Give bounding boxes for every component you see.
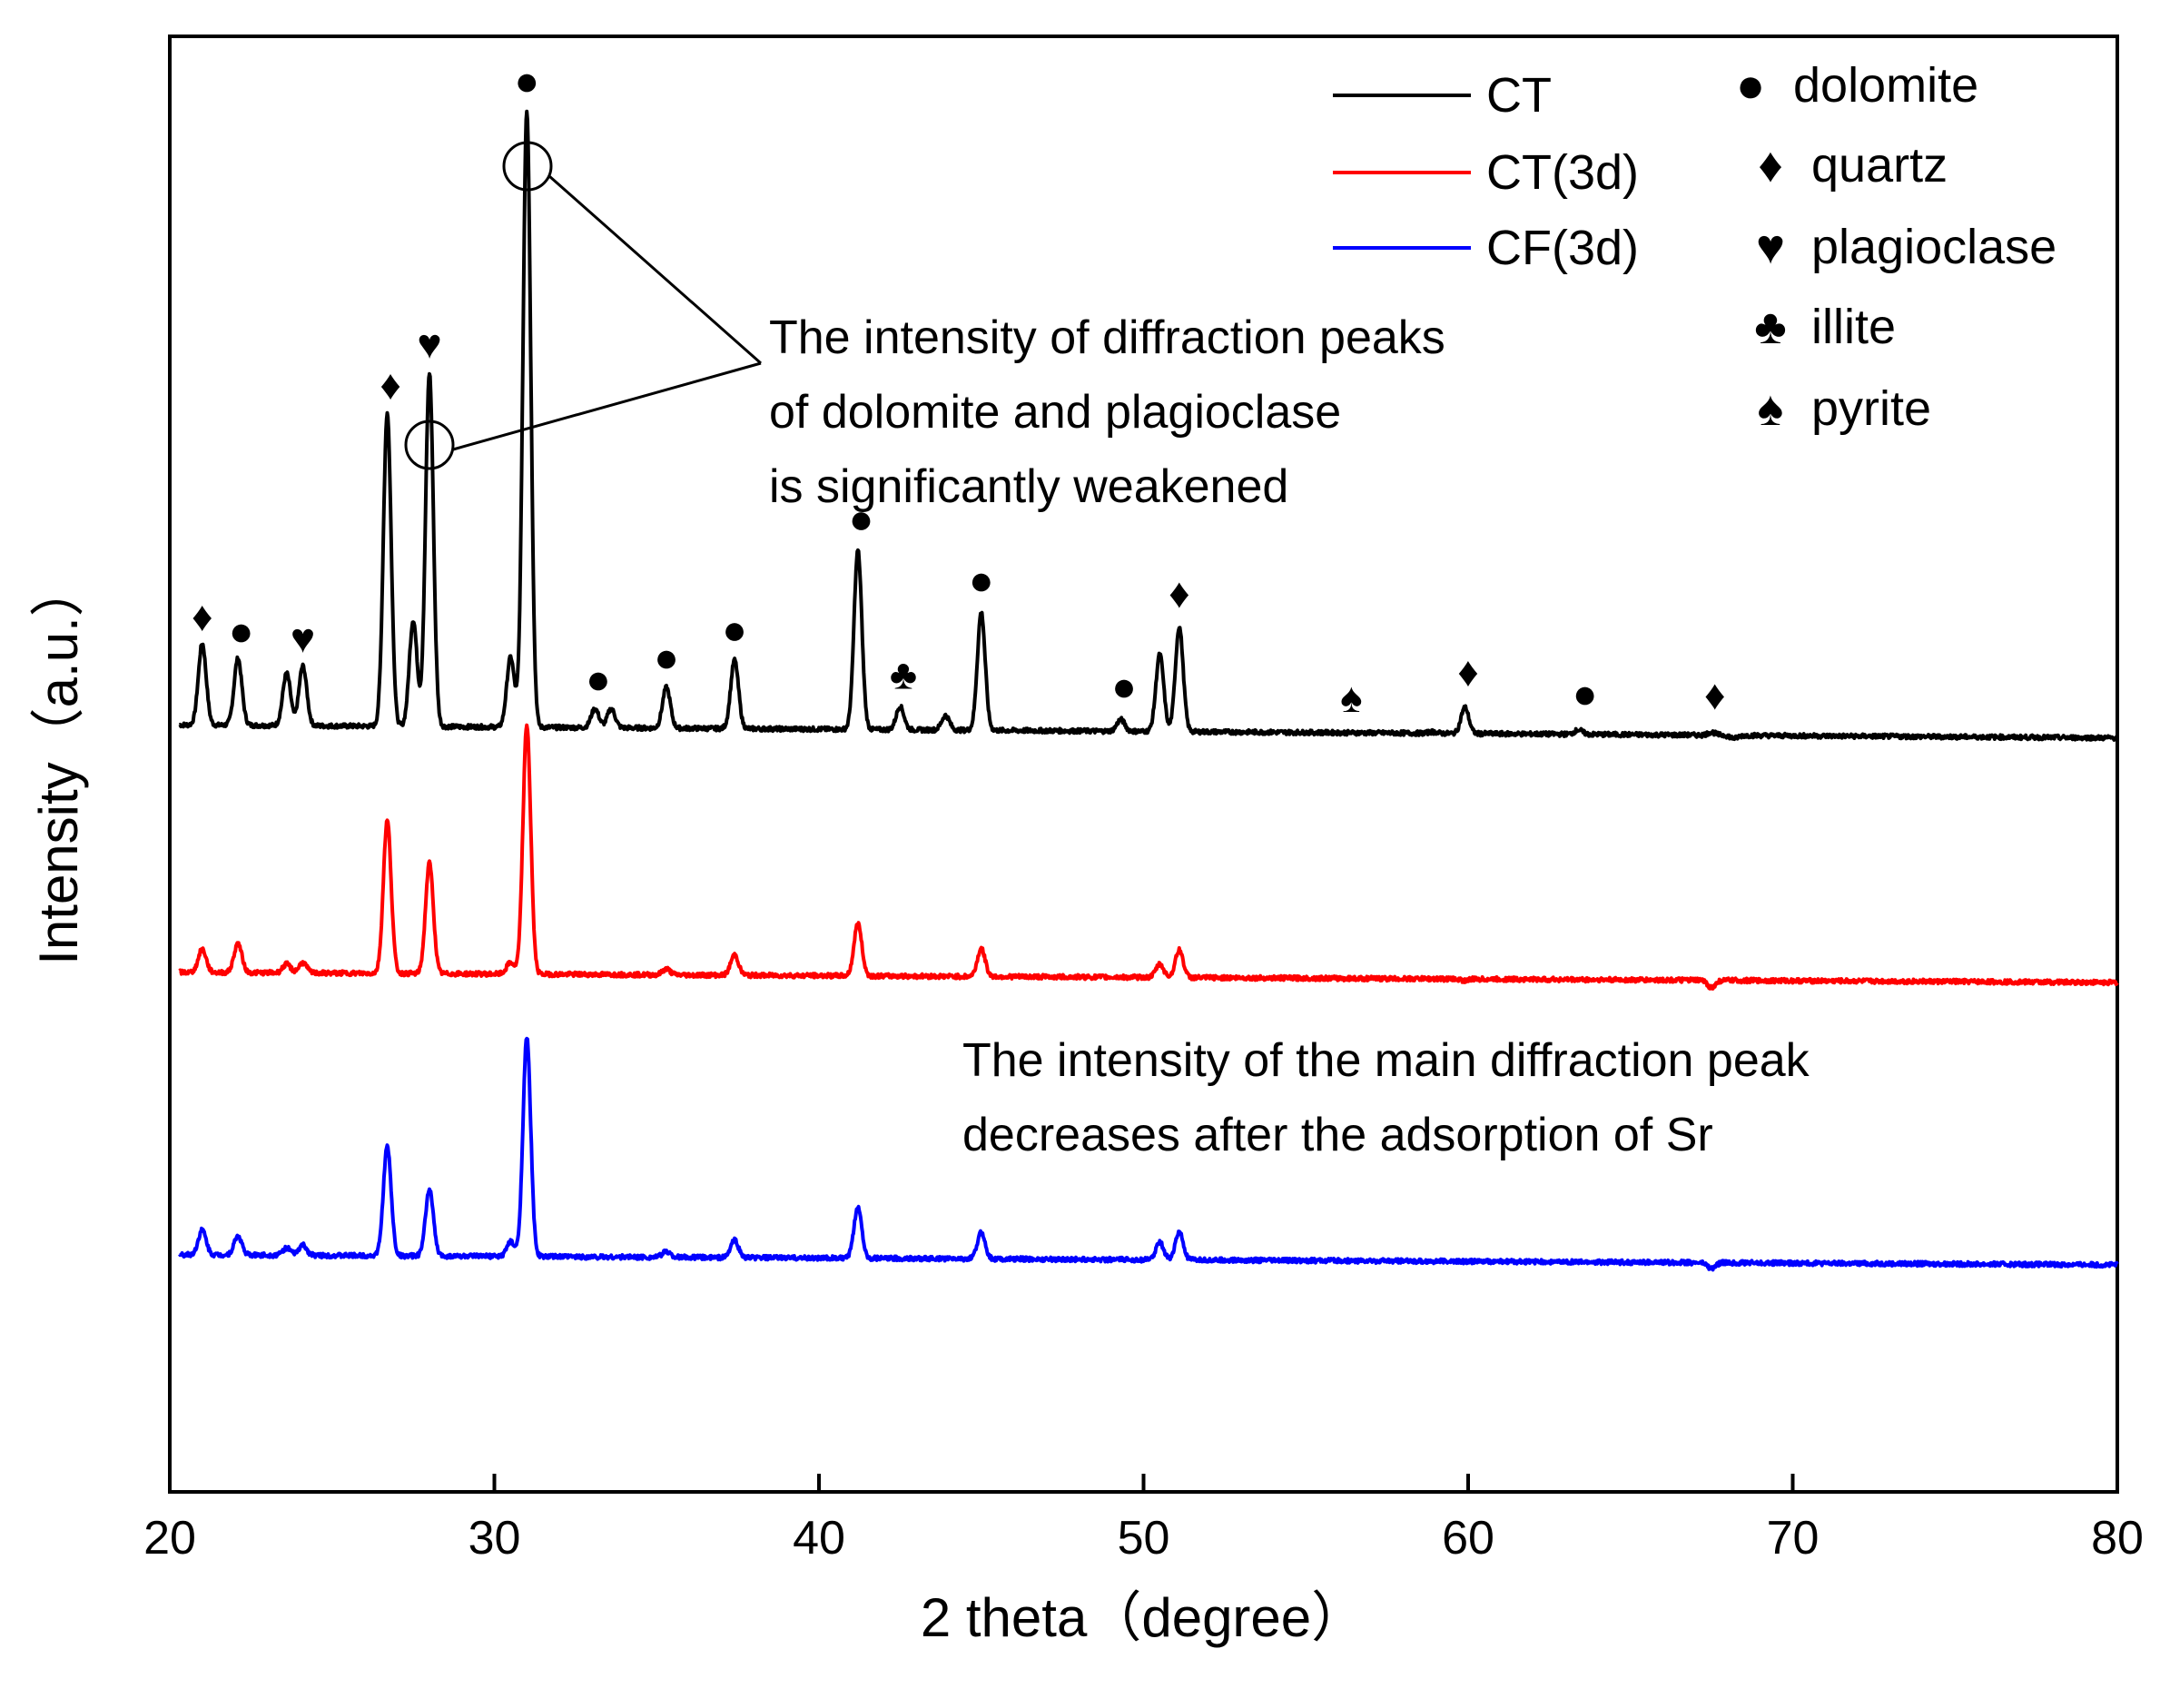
x-tick-label-70: 70 bbox=[1767, 1512, 1820, 1565]
y-axis-title: Intensity（a.u.） bbox=[28, 562, 89, 965]
phase-legend-label-dolomite: dolomite bbox=[1793, 58, 1978, 113]
phase-legend-label-illite: illite bbox=[1811, 300, 1896, 354]
x-tick-label-50: 50 bbox=[1118, 1512, 1170, 1565]
phase-legend-symbol-plagioclase: ♥ bbox=[1756, 220, 1785, 274]
phase-legend-label-quartz: quartz bbox=[1811, 138, 1948, 193]
phase-marker-dolomite-11: ● bbox=[969, 556, 994, 603]
x-tick-label-60: 60 bbox=[1442, 1512, 1494, 1565]
phase-marker-dolomite-8: ● bbox=[722, 606, 747, 653]
callout-line-plagioclase bbox=[452, 361, 762, 451]
series-line-cf-3d bbox=[178, 1036, 2119, 1272]
x-tick-label-30: 30 bbox=[468, 1512, 521, 1565]
series-legend: CT CT(3d) CF(3d) bbox=[1333, 68, 1639, 275]
legend-label-cf-3d: CF(3d) bbox=[1486, 221, 1639, 275]
series-line-ct bbox=[178, 109, 2119, 742]
phase-marker-quartz-17: ♦ bbox=[1704, 671, 1725, 718]
phase-marker-illite-10: ♣ bbox=[890, 651, 917, 698]
annotation-2-line-1: The intensity of the main diffraction pe… bbox=[962, 1034, 1810, 1087]
x-tick-label-40: 40 bbox=[793, 1512, 845, 1565]
phase-marker-dolomite-6: ● bbox=[586, 655, 611, 702]
annotation-1-line-1: The intensity of diffraction peaks bbox=[769, 311, 1445, 364]
phase-marker-quartz-13: ♦ bbox=[1169, 569, 1189, 617]
annotation-2-line-2: decreases after the adsorption of Sr bbox=[962, 1109, 1713, 1161]
phase-marker-dolomite-12: ● bbox=[1111, 662, 1137, 709]
callout-line-dolomite bbox=[548, 174, 762, 365]
phase-marker-group: ♦ ● ♥ ♦ ♥ ● ● ● ● ● ♣ ● ● ♦ ♠ ♦ ● ♦ bbox=[192, 57, 1725, 722]
phase-legend-symbol-pyrite: ♠ bbox=[1758, 381, 1784, 436]
phase-legend-symbol-illite: ♣ bbox=[1754, 300, 1786, 354]
phase-marker-quartz-15: ♦ bbox=[1457, 647, 1478, 695]
phase-marker-dolomite-7: ● bbox=[654, 633, 679, 680]
phase-marker-quartz-0: ♦ bbox=[192, 592, 212, 639]
legend-label-ct: CT bbox=[1486, 68, 1552, 123]
callout-circle-plagioclase bbox=[404, 420, 455, 470]
phase-marker-dolomite-9: ● bbox=[849, 495, 874, 542]
x-tick-label-20: 20 bbox=[143, 1512, 196, 1565]
phase-legend-symbol-dolomite: ● bbox=[1736, 58, 1766, 113]
legend-label-ct-3d: CT(3d) bbox=[1486, 145, 1639, 200]
phase-marker-plagioclase-2: ♥ bbox=[291, 614, 315, 661]
x-tick-label-80: 80 bbox=[2091, 1512, 2144, 1565]
phase-legend: ● dolomite ♦ quartz ♥ plagioclase ♣ illi… bbox=[1736, 58, 2057, 436]
phase-legend-label-plagioclase: plagioclase bbox=[1811, 220, 2056, 274]
phase-marker-dolomite-16: ● bbox=[1573, 669, 1598, 716]
series-line-ct-3d bbox=[178, 723, 2119, 991]
callout-group bbox=[404, 141, 762, 470]
x-axis-ticks: 20 30 40 50 60 70 80 bbox=[143, 1474, 2144, 1565]
trace-group bbox=[178, 109, 2119, 1272]
annotation-1-line-2: of dolomite and plagioclase bbox=[769, 386, 1341, 439]
phase-marker-quartz-3: ♦ bbox=[380, 361, 400, 409]
phase-marker-dolomite-1: ● bbox=[229, 607, 254, 654]
phase-legend-symbol-quartz: ♦ bbox=[1758, 138, 1783, 193]
annotation-1-line-3: is significantly weakened bbox=[769, 460, 1288, 513]
x-axis-title: 2 theta（degree） bbox=[921, 1587, 1366, 1648]
phase-marker-plagioclase-4: ♥ bbox=[417, 321, 441, 368]
phase-legend-label-pyrite: pyrite bbox=[1811, 381, 1931, 436]
phase-marker-pyrite-14: ♠ bbox=[1340, 674, 1362, 721]
callout-circle-dolomite bbox=[502, 141, 553, 192]
phase-marker-dolomite-5: ● bbox=[514, 57, 539, 104]
